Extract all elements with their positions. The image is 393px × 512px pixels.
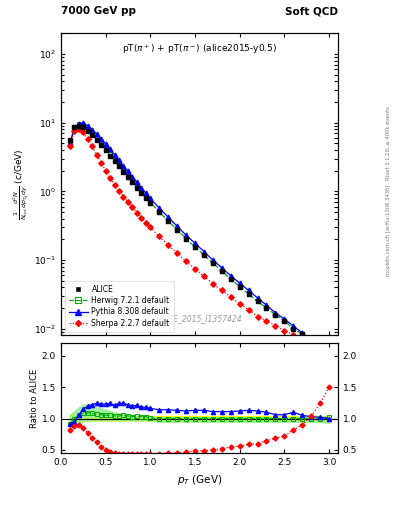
X-axis label: $p_T$ (GeV): $p_T$ (GeV) [177,473,222,486]
Text: ALICE_2015_I1357424: ALICE_2015_I1357424 [157,314,242,323]
Y-axis label: $\frac{1}{N_{tot}}\frac{d^2N}{dp_{T_d}dy}$ (c/GeV): $\frac{1}{N_{tot}}\frac{d^2N}{dp_{T_d}dy… [11,148,31,220]
Text: mcplots.cern.ch [arXiv:1306.3436]: mcplots.cern.ch [arXiv:1306.3436] [386,185,391,276]
Text: 7000 GeV pp: 7000 GeV pp [61,6,136,16]
Text: Rivet 3.1.10; ≥ 400k events: Rivet 3.1.10; ≥ 400k events [386,106,391,180]
Legend: ALICE, Herwig 7.2.1 default, Pythia 8.308 default, Sherpa 2.2.7 default: ALICE, Herwig 7.2.1 default, Pythia 8.30… [65,281,174,332]
Y-axis label: Ratio to ALICE: Ratio to ALICE [30,369,39,428]
Text: pT($\pi^+$) + pT($\pi^-$) (alice2015-y0.5): pT($\pi^+$) + pT($\pi^-$) (alice2015-y0.… [122,42,277,56]
Text: Soft QCD: Soft QCD [285,6,338,16]
